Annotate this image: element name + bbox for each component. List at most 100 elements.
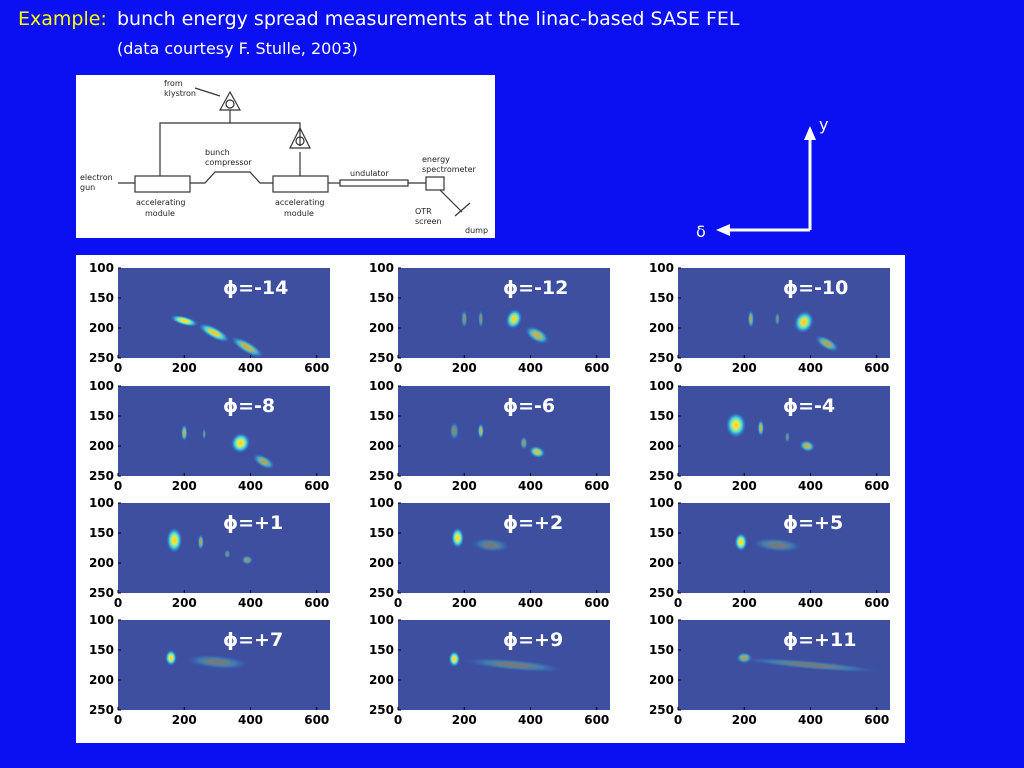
beam-spot bbox=[169, 314, 199, 327]
label: gun bbox=[80, 183, 95, 192]
x-tick-label: 600 bbox=[864, 361, 889, 375]
y-tick-label: 100 bbox=[369, 379, 394, 393]
label: klystron bbox=[164, 89, 196, 98]
x-tick-label: 600 bbox=[864, 713, 889, 727]
beam-spot bbox=[197, 533, 205, 551]
panel-label: ϕ=+7 bbox=[223, 629, 283, 651]
x-tick-label: 0 bbox=[114, 713, 122, 727]
beam-image bbox=[165, 649, 251, 670]
label: accelerating bbox=[275, 198, 324, 207]
x-tick-label: 600 bbox=[304, 479, 329, 493]
diagram: from klystron bunch compressor electron … bbox=[76, 75, 495, 238]
x-tick-label: 0 bbox=[114, 596, 122, 610]
beam-spot bbox=[505, 308, 523, 330]
title-prefix: Example: bbox=[18, 8, 107, 30]
x-tick-label: 0 bbox=[674, 596, 682, 610]
beam-spot bbox=[814, 334, 840, 353]
x-tick-label: 200 bbox=[172, 596, 197, 610]
y-tick-label: 100 bbox=[89, 261, 114, 275]
x-tick-label: 400 bbox=[238, 713, 263, 727]
x-tick-label: 400 bbox=[798, 479, 823, 493]
y-tick-label: 250 bbox=[89, 703, 114, 717]
x-tick-label: 0 bbox=[394, 596, 402, 610]
x-tick-label: 200 bbox=[732, 479, 757, 493]
x-tick-label: 200 bbox=[172, 361, 197, 375]
y-tick-label: 200 bbox=[649, 673, 674, 687]
x-tick-label: 600 bbox=[584, 596, 609, 610]
axes-legend bbox=[716, 126, 816, 236]
beam-spot bbox=[180, 423, 188, 442]
y-tick-label: 250 bbox=[369, 351, 394, 365]
y-tick-label: 250 bbox=[369, 703, 394, 717]
label: module bbox=[284, 209, 314, 218]
x-tick-label: 200 bbox=[452, 361, 477, 375]
beam-spot bbox=[229, 335, 265, 358]
beam-spot bbox=[528, 445, 546, 459]
y-tick-label: 100 bbox=[649, 379, 674, 393]
beam-spot bbox=[519, 435, 528, 451]
y-tick-label: 250 bbox=[89, 351, 114, 365]
x-tick-label: 400 bbox=[518, 713, 543, 727]
label: electron bbox=[80, 173, 113, 182]
image-bg bbox=[398, 386, 610, 476]
x-tick-label: 0 bbox=[394, 479, 402, 493]
panel-label: ϕ=-8 bbox=[223, 395, 275, 417]
panel-label: ϕ=+1 bbox=[223, 512, 283, 534]
label: spectrometer bbox=[422, 165, 476, 174]
x-tick-label: 400 bbox=[518, 361, 543, 375]
y-tick-label: 200 bbox=[89, 439, 114, 453]
beam-spot bbox=[750, 537, 804, 553]
y-tick-label: 250 bbox=[89, 586, 114, 600]
y-tick-label: 200 bbox=[369, 673, 394, 687]
x-tick-label: 600 bbox=[304, 713, 329, 727]
title: bunch energy spread measurements at the … bbox=[117, 8, 740, 30]
label: bunch bbox=[205, 148, 230, 157]
y-tick-label: 100 bbox=[89, 496, 114, 510]
beam-spot bbox=[524, 325, 550, 345]
x-tick-label: 400 bbox=[238, 479, 263, 493]
x-tick-label: 600 bbox=[864, 596, 889, 610]
beam-spot bbox=[165, 649, 177, 667]
x-tick-label: 200 bbox=[732, 596, 757, 610]
label: OTR bbox=[415, 207, 432, 216]
y-tick-label: 100 bbox=[649, 613, 674, 627]
beam-spot bbox=[197, 322, 231, 343]
y-tick-label: 250 bbox=[369, 469, 394, 483]
beam-image bbox=[449, 421, 546, 459]
beam-spot bbox=[184, 654, 251, 670]
x-tick-label: 200 bbox=[732, 713, 757, 727]
y-tick-label: 150 bbox=[89, 409, 114, 423]
label: energy bbox=[422, 155, 450, 164]
y-tick-label: 150 bbox=[89, 526, 114, 540]
x-tick-label: 600 bbox=[584, 361, 609, 375]
beam-spot bbox=[448, 650, 461, 668]
y-tick-label: 150 bbox=[649, 526, 674, 540]
beam-image bbox=[735, 651, 884, 673]
y-tick-label: 150 bbox=[89, 643, 114, 657]
y-tick-label: 250 bbox=[89, 469, 114, 483]
label: accelerating bbox=[136, 198, 185, 207]
beam-image bbox=[448, 650, 567, 673]
beam-spot bbox=[451, 527, 465, 549]
x-tick-label: 0 bbox=[394, 361, 402, 375]
y-tick-label: 200 bbox=[89, 673, 114, 687]
y-tick-label: 150 bbox=[369, 409, 394, 423]
y-tick-label: 250 bbox=[649, 351, 674, 365]
x-tick-label: 400 bbox=[798, 713, 823, 727]
x-tick-label: 0 bbox=[394, 713, 402, 727]
beam-image bbox=[747, 309, 840, 353]
beam-image bbox=[169, 314, 265, 358]
y-tick-label: 250 bbox=[649, 586, 674, 600]
beam-spot bbox=[799, 439, 816, 453]
beam-spot bbox=[202, 428, 207, 440]
beam-spot bbox=[478, 309, 484, 329]
beam-spot bbox=[747, 309, 755, 329]
x-tick-label: 200 bbox=[452, 596, 477, 610]
x-tick-label: 0 bbox=[674, 479, 682, 493]
panel-label: ϕ=+9 bbox=[503, 629, 563, 651]
